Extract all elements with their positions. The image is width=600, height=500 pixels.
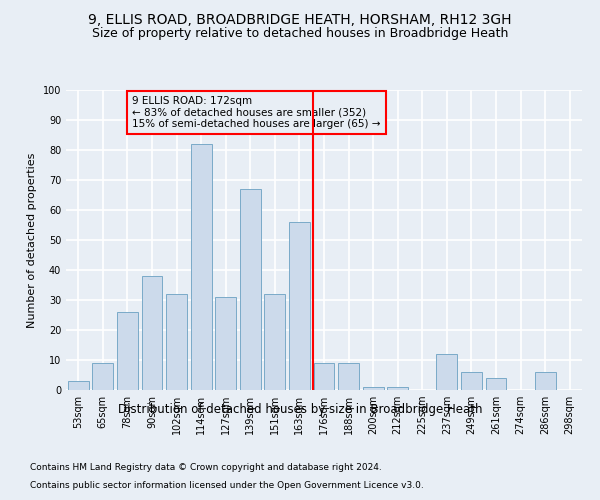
- Bar: [166, 294, 187, 390]
- Bar: [485, 378, 506, 390]
- Bar: [436, 354, 457, 390]
- Text: Distribution of detached houses by size in Broadbridge Heath: Distribution of detached houses by size …: [118, 402, 482, 415]
- Text: Size of property relative to detached houses in Broadbridge Heath: Size of property relative to detached ho…: [92, 28, 508, 40]
- Bar: [142, 276, 163, 390]
- Bar: [362, 387, 383, 390]
- Bar: [117, 312, 138, 390]
- Bar: [535, 372, 556, 390]
- Bar: [289, 222, 310, 390]
- Bar: [265, 294, 286, 390]
- Y-axis label: Number of detached properties: Number of detached properties: [27, 152, 37, 328]
- Text: 9, ELLIS ROAD, BROADBRIDGE HEATH, HORSHAM, RH12 3GH: 9, ELLIS ROAD, BROADBRIDGE HEATH, HORSHA…: [88, 12, 512, 26]
- Bar: [338, 363, 359, 390]
- Bar: [191, 144, 212, 390]
- Bar: [68, 381, 89, 390]
- Text: Contains HM Land Registry data © Crown copyright and database right 2024.: Contains HM Land Registry data © Crown c…: [30, 464, 382, 472]
- Bar: [92, 363, 113, 390]
- Bar: [387, 387, 408, 390]
- Text: 9 ELLIS ROAD: 172sqm
← 83% of detached houses are smaller (352)
15% of semi-deta: 9 ELLIS ROAD: 172sqm ← 83% of detached h…: [133, 96, 381, 129]
- Text: Contains public sector information licensed under the Open Government Licence v3: Contains public sector information licen…: [30, 481, 424, 490]
- Bar: [461, 372, 482, 390]
- Bar: [314, 363, 334, 390]
- Bar: [240, 189, 261, 390]
- Bar: [215, 297, 236, 390]
